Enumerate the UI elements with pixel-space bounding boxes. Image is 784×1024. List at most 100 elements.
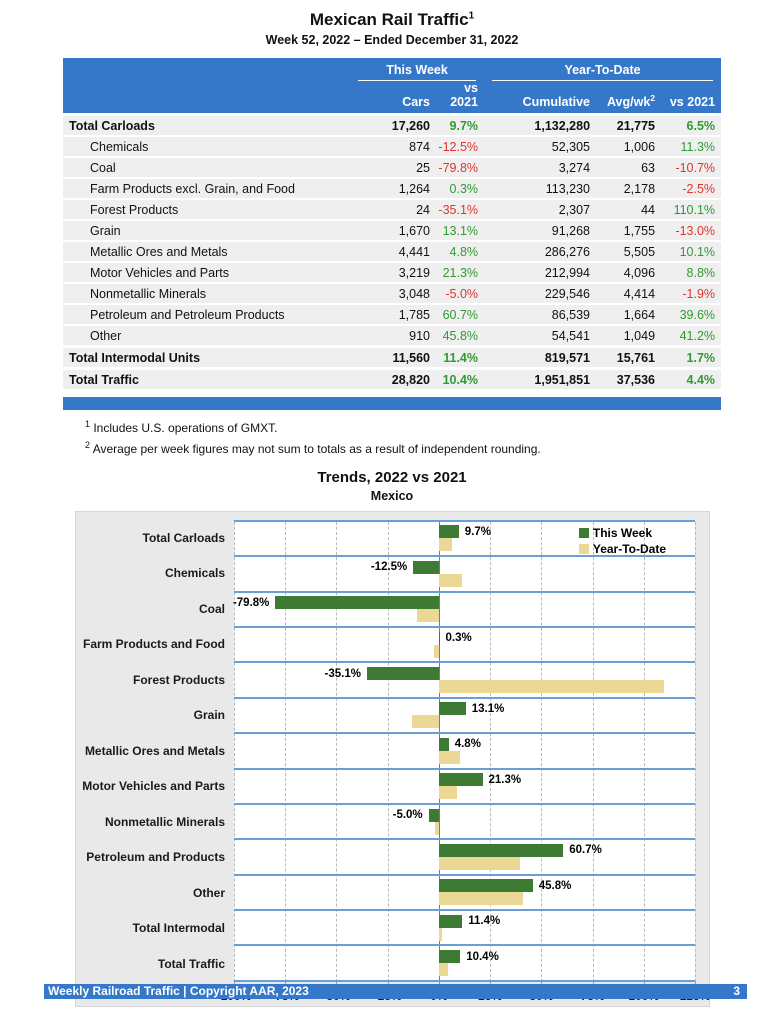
row-cars: 24 (416, 202, 430, 217)
this-week-bar (438, 702, 466, 716)
chart-band-bars: 9.7% (234, 525, 695, 552)
gridline (541, 521, 543, 982)
row-ytd-vs2021: 8.8% (686, 265, 716, 280)
row-ytd-vs2021: 4.4% (686, 372, 716, 387)
this-week-bar-row: 60.7% (234, 843, 695, 857)
row-week-vs2021: 13.1% (442, 223, 479, 238)
chart-title: Trends, 2022 vs 2021 (317, 468, 467, 486)
chart-band: 9.7% (234, 522, 695, 558)
row-ytd-vs2021: -2.5% (682, 181, 716, 196)
row-avg-per-week: 1,049 (623, 328, 656, 343)
bar-value-label: 0.3% (445, 632, 472, 645)
ytd-bar-row (234, 963, 695, 977)
chart-band-bars: 11.4% (234, 914, 695, 941)
row-ytd-vs2021: -13.0% (675, 223, 716, 238)
col-header-vs2021-ytd: vs 2021 (661, 81, 722, 115)
axis-tick (387, 981, 389, 986)
axis-tick (234, 981, 235, 986)
this-week-bar (438, 843, 564, 857)
legend-label: This Week (592, 525, 652, 540)
this-week-bar-row: 10.4% (234, 950, 695, 964)
row-cumulative: 3,274 (558, 160, 591, 175)
chart-category-label: Farm Products and Food (82, 637, 225, 652)
row-label: Total Carloads (69, 118, 155, 133)
bar-value-label: -79.8% (232, 596, 270, 609)
footer-page-number: 3 (733, 984, 740, 998)
row-cars: 17,260 (391, 118, 430, 133)
row-cumulative: 819,571 (544, 350, 591, 365)
row-week-vs2021: 60.7% (442, 307, 479, 322)
row-cumulative: 86,539 (551, 307, 591, 322)
table-row: Other 910 45.8% 54,541 1,049 41.2% (63, 325, 722, 347)
row-avg-per-week: 21,775 (616, 118, 656, 133)
this-week-bar (438, 879, 533, 893)
bar-value-label: -35.1% (324, 667, 361, 680)
chart-band: -5.0% (234, 805, 695, 841)
ytd-bar (412, 715, 439, 729)
chart-category-label: Coal (198, 601, 225, 616)
group-this-week-label: This Week (358, 63, 477, 81)
row-label: Forest Products (90, 202, 179, 217)
row-ytd-vs2021: 11.3% (680, 139, 716, 154)
row-cumulative: 91,268 (551, 223, 591, 238)
row-label: Petroleum and Petroleum Products (90, 307, 285, 322)
chart-bars: 9.7% -12.5% -79.8% 0.3% -35.1% 13.1% 4.8% 21.3%… (232, 522, 695, 982)
chart-band-bars: -35.1% (234, 667, 695, 694)
this-week-bar-row: -79.8% (232, 596, 695, 610)
report-subtitle: Week 52, 2022 – Ended December 31, 2022 (265, 33, 519, 47)
table-row: Motor Vehicles and Parts 3,219 21.3% 212,99… (63, 262, 722, 283)
col-header-avgwk-superscript: 2 (650, 92, 656, 103)
table-row: Chemicals 874 -12.5% 52,305 1,006 11.3% (63, 136, 722, 157)
chart-band: 60.7% (234, 840, 695, 876)
row-cars: 25 (416, 160, 430, 175)
chart-band-bars: -12.5% (234, 560, 695, 587)
footnote: 1 Includes U.S. operations of GMXT. (85, 419, 278, 435)
traffic-table: This Week Year-To-Date Cars vs 2021 Cumu… (63, 58, 722, 391)
this-week-bar-row: 45.8% (234, 879, 695, 893)
bar-value-label: 60.7% (569, 844, 602, 857)
row-cumulative: 286,276 (544, 244, 591, 259)
chart-category-label: Metallic Ores and Metals (84, 743, 225, 758)
chart-subtitle: Mexico (370, 488, 414, 503)
group-header-ytd: Year-To-Date (484, 58, 722, 81)
col-header-empty (63, 81, 350, 115)
row-week-vs2021: -35.1% (438, 202, 479, 217)
row-avg-per-week: 1,664 (623, 307, 656, 322)
report-title-text: Mexican Rail Traffic (309, 10, 469, 29)
table-column-header-row: Cars vs 2021 Cumulative Avg/wk2 vs 2021 (63, 81, 722, 115)
col-header-cumulative: Cumulative (484, 81, 597, 115)
row-week-vs2021: 9.7% (449, 118, 479, 133)
ytd-bar (416, 609, 439, 623)
row-avg-per-week: 44 (641, 202, 656, 217)
ytd-bar (438, 680, 665, 694)
axis-tick (336, 981, 338, 986)
ytd-bar-row (234, 715, 695, 729)
trends-chart: Total Carloads Chemicals Coal Farm Products… (75, 510, 710, 1007)
row-avg-per-week: 4,414 (623, 286, 656, 301)
chart-band: 10.4% (234, 946, 695, 982)
gridline (695, 521, 696, 982)
axis-tick (285, 981, 287, 986)
chart-category-label: Grain (193, 708, 225, 723)
row-avg-per-week: 1,006 (623, 139, 656, 154)
chart-category-label: Total Traffic (157, 956, 225, 971)
chart-band-bars: 13.1% (234, 702, 695, 729)
chart-band: 11.4% (234, 911, 695, 947)
chart-band: 0.3% (234, 628, 695, 664)
legend-swatch (578, 527, 589, 538)
table-row: Coal 25 -79.8% 3,274 63 -10.7% (63, 157, 722, 178)
gridline (490, 521, 492, 982)
row-label: Chemicals (90, 139, 149, 154)
bar-value-label: -12.5% (370, 561, 408, 574)
table-row: Total Traffic 28,820 10.4% 1,951,851 37,536 4… (63, 368, 722, 390)
row-cars: 1,785 (398, 307, 430, 322)
this-week-bar (438, 773, 483, 787)
row-avg-per-week: 4,096 (623, 265, 656, 280)
axis-tick (541, 981, 543, 986)
row-cumulative: 1,951,851 (534, 372, 591, 387)
row-cars: 1,264 (398, 181, 430, 196)
legend-label: Year-To-Date (592, 541, 666, 556)
row-ytd-vs2021: 41.2% (679, 328, 716, 343)
gridline (643, 521, 645, 982)
row-cumulative: 2,307 (558, 202, 591, 217)
